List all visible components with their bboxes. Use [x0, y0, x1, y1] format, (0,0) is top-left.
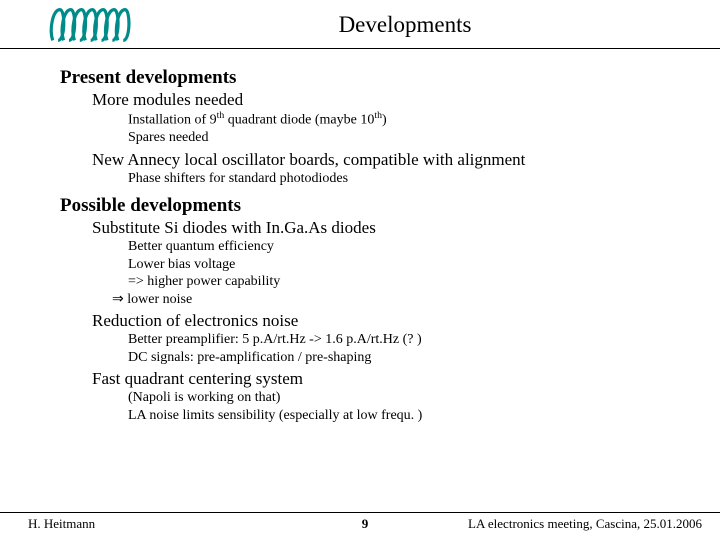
- possible-s3-heading: Fast quadrant centering system: [92, 369, 720, 389]
- possible-s1-line3: => higher power capability: [128, 273, 720, 291]
- present-s2-line1: Phase shifters for standard photodiodes: [128, 170, 720, 188]
- footer-page: 9: [335, 516, 395, 532]
- present-s2-heading: New Annecy local oscillator boards, comp…: [92, 150, 720, 170]
- possible-s3-line1: (Napoli is working on that): [128, 389, 720, 407]
- present-s1-heading: More modules needed: [92, 90, 720, 110]
- present-s1-line2: Spares needed: [128, 129, 720, 147]
- content: Present developments More modules needed…: [0, 49, 720, 424]
- footer-meeting: LA electronics meeting, Cascina, 25.01.2…: [395, 516, 720, 532]
- present-s1-line1: Installation of 9 th quadrant diode (mayb…: [128, 110, 720, 129]
- possible-s1-heading: Substitute Si diodes with In.Ga.As diode…: [92, 218, 720, 238]
- possible-s1-line2: Lower bias voltage: [128, 256, 720, 274]
- text: ): [382, 113, 387, 128]
- footer-author: H. Heitmann: [0, 516, 335, 532]
- text: quadrant diode (maybe 10: [224, 113, 374, 128]
- possible-s1-line1: Better quantum efficiency: [128, 238, 720, 256]
- possible-s3-line2: LA noise limits sensibility (especially …: [128, 407, 720, 425]
- possible-heading: Possible developments: [60, 195, 720, 217]
- possible-s2-line2: DC signals: pre-amplification / pre-shap…: [128, 349, 720, 367]
- sup: th: [374, 110, 382, 121]
- possible-s1-line4: ⇒ lower noise: [112, 291, 720, 309]
- present-heading: Present developments: [60, 67, 720, 89]
- page-title: Developments: [150, 12, 720, 38]
- logo-swirl: [45, 6, 140, 44]
- possible-s2-heading: Reduction of electronics noise: [92, 311, 720, 331]
- text: Installation of 9: [128, 113, 217, 128]
- possible-s2-line1: Better preamplifier: 5 p.A/rt.Hz -> 1.6 …: [128, 331, 720, 349]
- footer: H. Heitmann 9 LA electronics meeting, Ca…: [0, 512, 720, 532]
- header: Developments: [0, 0, 720, 49]
